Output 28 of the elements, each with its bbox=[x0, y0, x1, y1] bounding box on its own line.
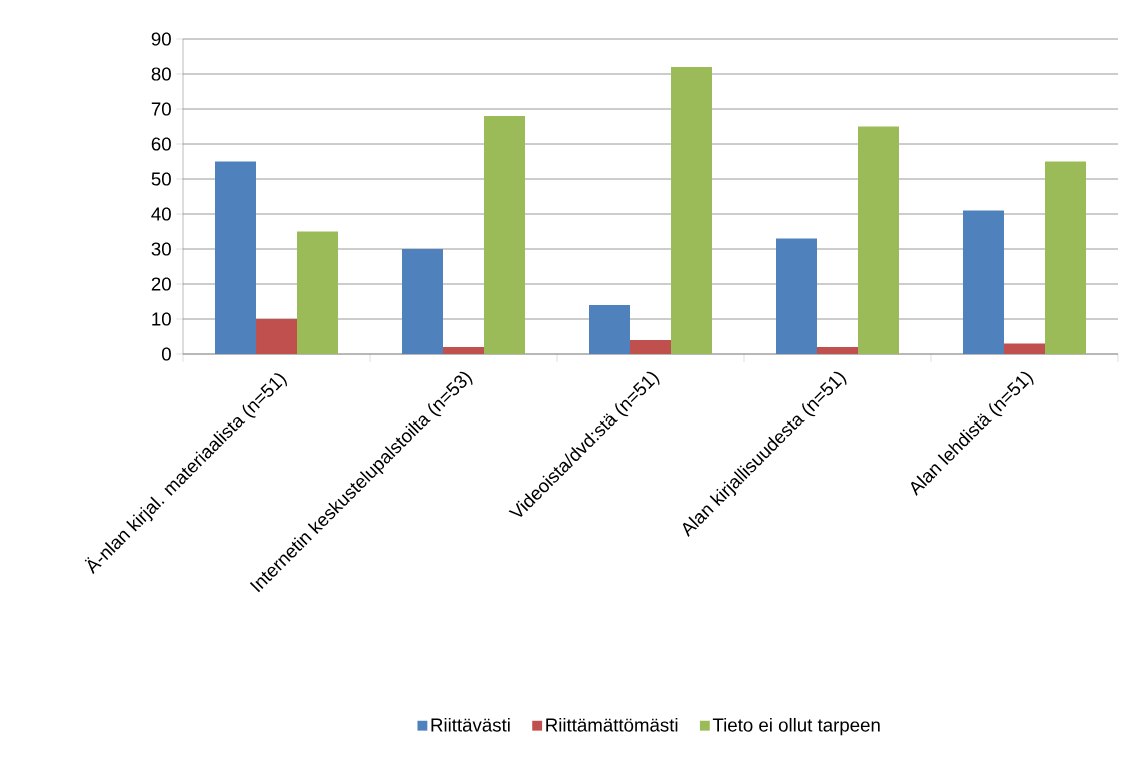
y-tick-label: 30 bbox=[151, 242, 171, 256]
y-tick-label: 20 bbox=[151, 277, 171, 291]
legend-label: Riittämättömästi bbox=[546, 717, 678, 732]
bar bbox=[963, 210, 1005, 354]
bar bbox=[858, 126, 900, 354]
bar bbox=[484, 116, 526, 354]
bar bbox=[589, 305, 631, 354]
bar bbox=[1045, 161, 1087, 354]
y-tick-label: 10 bbox=[152, 312, 171, 326]
y-tick-label: 70 bbox=[151, 102, 171, 116]
bar bbox=[297, 231, 339, 354]
bar bbox=[630, 340, 672, 354]
bar bbox=[1004, 343, 1046, 354]
bar bbox=[256, 319, 297, 354]
y-tick-label: 40 bbox=[151, 207, 171, 221]
bar bbox=[402, 249, 444, 354]
bar bbox=[443, 347, 485, 354]
bar bbox=[817, 347, 859, 354]
bar bbox=[671, 67, 713, 354]
y-tick-label: 90 bbox=[151, 32, 171, 46]
y-tick-label: 80 bbox=[151, 67, 171, 81]
y-tick-label: 50 bbox=[151, 172, 171, 186]
y-tick-label: 60 bbox=[151, 137, 171, 151]
legend-label: Riittävästi bbox=[431, 717, 510, 732]
legend-label: Tieto ei ollut tarpeen bbox=[712, 717, 880, 736]
bar bbox=[776, 238, 818, 354]
bar bbox=[215, 161, 257, 354]
y-tick-label: 0 bbox=[161, 347, 171, 361]
